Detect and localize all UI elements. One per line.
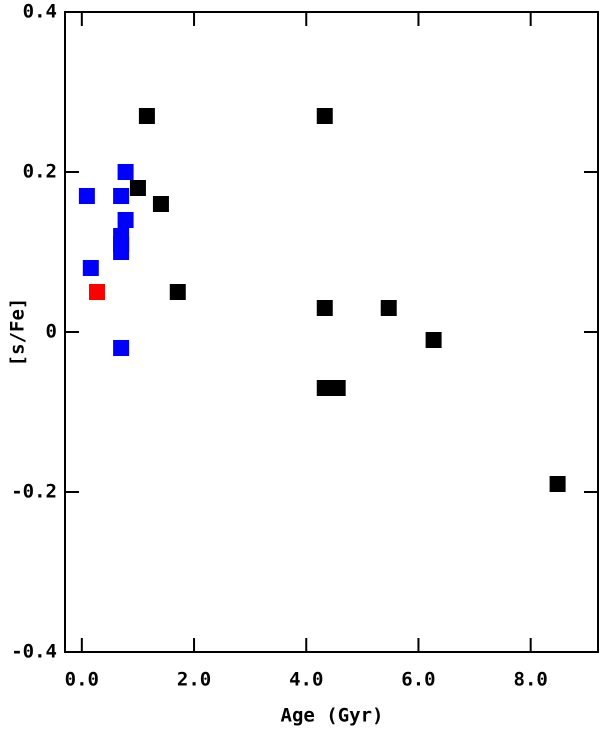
y-tick-label: 0.2 [23, 161, 57, 183]
y-tick-label: 0.4 [23, 1, 57, 23]
point [316, 380, 333, 396]
point [152, 196, 169, 212]
point [88, 284, 105, 300]
x-tick-label: 6.0 [401, 669, 435, 691]
point [117, 164, 134, 180]
point [117, 212, 134, 228]
x-tick-label: 2.0 [177, 669, 211, 691]
x-tick-label: 0.0 [65, 669, 99, 691]
point [316, 300, 333, 316]
y-tick-label: -0.4 [11, 641, 57, 663]
point [113, 188, 130, 204]
point [78, 188, 95, 204]
point [329, 380, 346, 396]
x-tick-label: 8.0 [514, 669, 548, 691]
x-tick-label: 4.0 [289, 669, 323, 691]
point [549, 476, 566, 492]
point [82, 260, 99, 276]
point [380, 300, 397, 316]
x-axis-label: Age (Gyr) [281, 705, 384, 727]
point [113, 244, 130, 260]
point [113, 340, 130, 356]
y-tick-label: 0 [46, 321, 57, 343]
point [138, 108, 155, 124]
y-tick-label: -0.2 [11, 481, 57, 503]
point [129, 180, 146, 196]
point [425, 332, 442, 348]
y-axis-label: [s/Fe] [7, 298, 29, 367]
point [316, 108, 333, 124]
point [169, 284, 186, 300]
